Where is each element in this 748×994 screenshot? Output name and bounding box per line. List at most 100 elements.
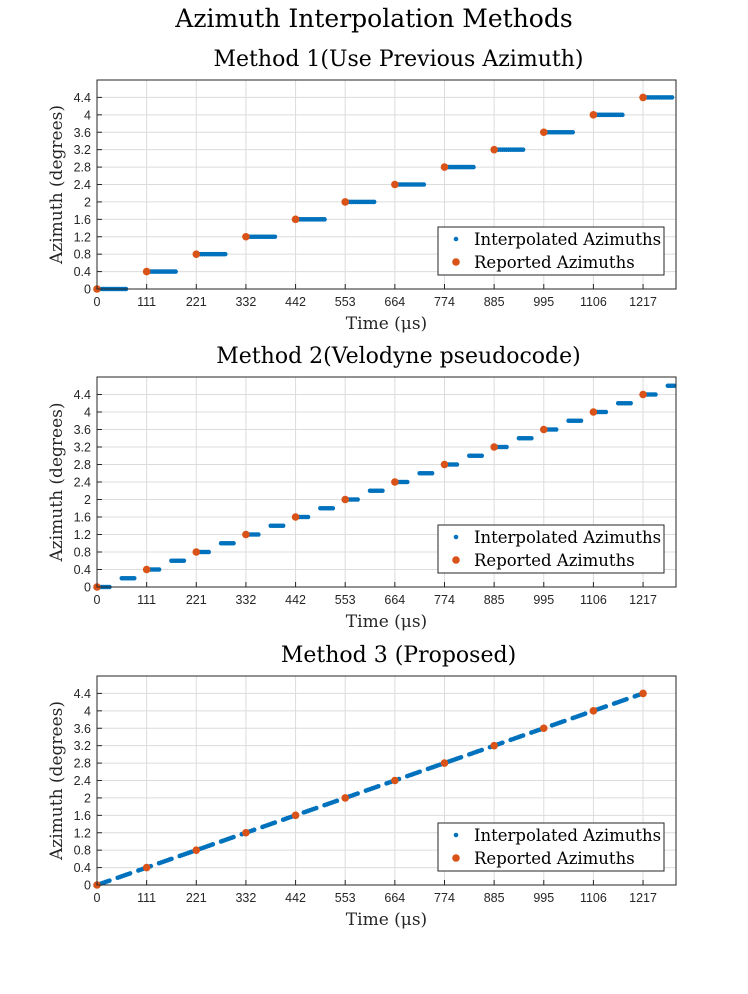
y-axis-label: Azimuth (degrees) [47, 701, 67, 861]
figure-title: Azimuth Interpolation Methods [175, 4, 573, 33]
y-tick-label: 2 [84, 493, 91, 507]
reported-point [242, 232, 250, 241]
y-tick-label: 2.8 [74, 757, 91, 771]
interpolated-point [181, 558, 187, 564]
reported-point [142, 863, 151, 872]
interpolated-point [620, 112, 625, 118]
interpolated-point [504, 444, 509, 450]
x-tick-label: 0 [94, 295, 101, 309]
x-tick-label: 332 [235, 593, 256, 607]
reported-point [589, 408, 598, 416]
x-tick-label: 442 [285, 593, 306, 607]
y-tick-label: 2 [84, 195, 91, 209]
interpolated-point [272, 820, 278, 825]
legend-interpolated-marker [453, 534, 459, 540]
x-tick-label: 1106 [580, 295, 607, 309]
y-tick-label: 3.6 [74, 423, 91, 437]
interpolated-point [404, 479, 410, 485]
interpolated-point [256, 532, 261, 537]
legend: Interpolated Azimuths Reported Azimuths [437, 226, 665, 276]
interpolated-point [669, 95, 675, 100]
y-tick-label: 3.6 [74, 722, 91, 736]
y-tick-label: 3.6 [74, 126, 91, 140]
interpolated-point [471, 164, 476, 170]
interpolated-point [653, 392, 658, 397]
interpolated-point [330, 505, 336, 511]
interpolated-point [231, 834, 236, 840]
y-tick-label: 1.2 [74, 528, 91, 542]
x-axis-label: Time (μs) [346, 314, 427, 334]
reported-point [440, 759, 449, 767]
x-tick-label: 664 [384, 593, 405, 607]
reported-point [440, 460, 449, 469]
x-tick-label: 1106 [580, 593, 607, 607]
x-tick-label: 111 [137, 295, 156, 309]
legend-reported-marker [452, 556, 460, 564]
interpolated-point [520, 147, 526, 152]
legend-box [437, 226, 665, 276]
chart-panel-3: 0 111 221 332 442 553 664 774 885 995 1106 1217 0 0.4… [47, 643, 677, 930]
legend: Interpolated Azimuths Reported Azimuths [437, 524, 665, 574]
x-axis-label: Time (μs) [346, 612, 427, 632]
interpolated-point [454, 462, 460, 467]
interpolated-point [251, 827, 257, 833]
x-tick-label: 553 [335, 891, 356, 905]
reported-series [93, 93, 647, 293]
x-tick-label: 774 [434, 891, 455, 905]
x-tick-label: 111 [137, 593, 156, 607]
x-tick-label: 553 [335, 593, 356, 607]
interpolated-point [305, 514, 311, 520]
legend-box [437, 822, 665, 872]
y-axis-label: Azimuth (degrees) [47, 403, 67, 563]
x-tick-label: 111 [137, 891, 156, 905]
legend-interpolated-marker [453, 236, 459, 242]
y-tick-label: 0.4 [74, 861, 91, 875]
chart-title: Method 1(Use Previous Azimuth) [214, 47, 584, 72]
x-tick-label: 885 [484, 295, 505, 309]
legend-reported-label: Reported Azimuths [474, 253, 635, 272]
reported-point [192, 846, 201, 854]
x-tick-label: 664 [384, 891, 405, 905]
x-tick-label: 0 [94, 891, 101, 905]
interpolated-point [417, 769, 422, 775]
y-tick-label: 0 [84, 581, 91, 595]
y-tick-label: 1.6 [74, 511, 91, 525]
y-tick-label: 4 [84, 406, 91, 420]
interpolated-point [380, 488, 385, 494]
reported-point [639, 93, 647, 102]
y-tick-label: 0 [84, 283, 91, 297]
reported-point [391, 180, 399, 189]
reported-point [341, 198, 350, 206]
reported-point [391, 776, 399, 785]
y-tick-label: 1.2 [74, 230, 91, 244]
y-tick-label: 0.4 [74, 563, 91, 577]
y-tick-label: 2 [84, 791, 91, 805]
interpolated-point [156, 567, 162, 572]
legend-interpolated-label: Interpolated Azimuths [474, 230, 661, 249]
y-tick-label: 0 [84, 879, 91, 893]
reported-point [242, 530, 250, 539]
interpolated-point [624, 696, 629, 702]
interpolated-point [334, 798, 340, 804]
interpolated-point [222, 251, 228, 257]
interpolated-point [231, 540, 236, 546]
interpolated-point [313, 805, 319, 811]
legend-reported-marker [452, 258, 460, 266]
interpolated-point [355, 791, 360, 796]
interpolated-point [169, 856, 174, 862]
reported-point [242, 828, 250, 837]
y-tick-label: 2.8 [74, 161, 91, 175]
chart-panel-2: 0 111 221 332 442 553 664 774 885 995 1106 1217 0 0.4… [47, 344, 677, 632]
interpolated-point [127, 871, 133, 876]
reported-point [539, 724, 548, 733]
reported-point [391, 478, 399, 486]
interpolated-point [671, 383, 677, 389]
interpolated-point [603, 409, 609, 415]
interpolated-point [520, 733, 526, 738]
y-tick-label: 1.6 [74, 809, 91, 823]
chart-title: Method 3 (Proposed) [281, 643, 516, 668]
interpolated-point [322, 217, 327, 222]
y-tick-label: 2.4 [74, 774, 91, 788]
